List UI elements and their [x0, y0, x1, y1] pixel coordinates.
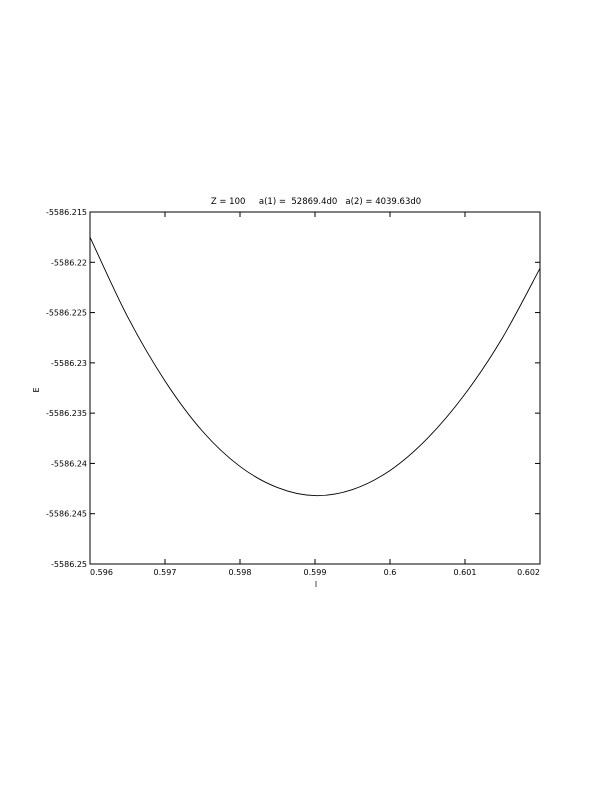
- series-line: [89, 236, 541, 497]
- x-tick-label: 0.6: [384, 568, 397, 577]
- y-tick-label: -5586.245: [46, 510, 87, 519]
- chart-title: Z = 100 a(1) = 52869.4d0 a(2) = 4039.63d…: [211, 197, 421, 207]
- x-tick-label: 0.597: [154, 568, 177, 577]
- x-tick-label: 0.601: [454, 568, 477, 577]
- y-tick-label: -5586.23: [51, 359, 87, 368]
- y-axis-label: E: [32, 387, 41, 392]
- y-tick-label: -5586.25: [51, 560, 87, 569]
- x-tick-label: 0.598: [229, 568, 252, 577]
- x-axis-label: l: [315, 580, 317, 589]
- y-tick-label: -5586.235: [46, 409, 87, 418]
- y-tick-label: -5586.215: [46, 208, 87, 217]
- x-tick-label: 0.596: [90, 568, 113, 577]
- x-tick-label: 0.599: [304, 568, 327, 577]
- y-tick-label: -5586.24: [51, 459, 87, 468]
- plot-frame: [89, 211, 541, 565]
- y-tick-label: -5586.22: [51, 258, 87, 267]
- x-tick-label: 0.602: [517, 568, 540, 577]
- y-tick-label: -5586.225: [46, 309, 87, 318]
